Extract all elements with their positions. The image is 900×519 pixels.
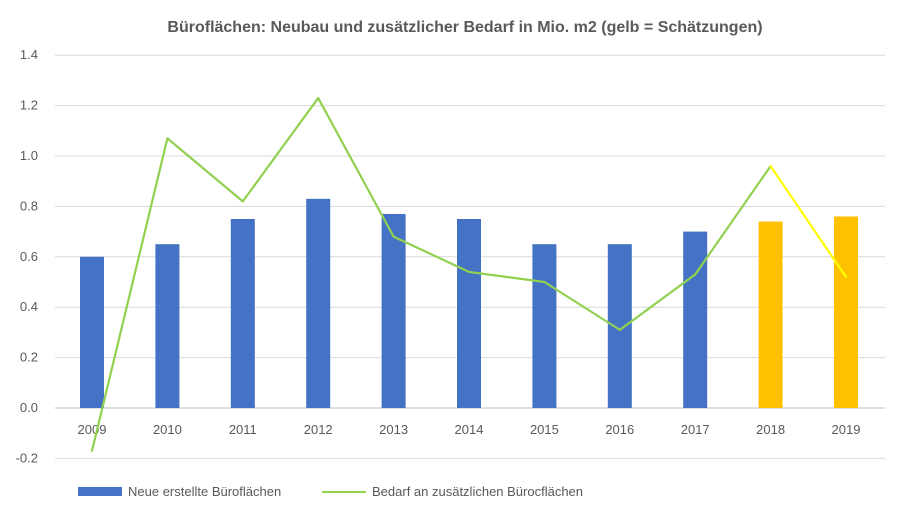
line-segment-2010: [90, 137, 169, 452]
x-tick-label: 2014: [455, 422, 484, 437]
line-segment-2016: [543, 280, 621, 331]
x-tick-label: 2018: [756, 422, 785, 437]
x-tick-label: 2009: [78, 422, 107, 437]
line-segment-2017: [618, 273, 697, 331]
bar-2018: [758, 221, 783, 408]
bar-2011: [230, 219, 255, 408]
y-tick-label: 0.4: [20, 299, 38, 314]
bar-2009: [80, 256, 104, 408]
x-tick-label: 2012: [304, 422, 333, 437]
line-segment-2018: [694, 164, 772, 276]
y-tick-label: 1.2: [20, 98, 38, 113]
bar-2015: [532, 244, 557, 408]
y-tick-label: -0.2: [16, 450, 38, 465]
legend-label-bars: Neue erstellte Büroflächen: [128, 484, 282, 499]
bar-2012: [306, 198, 331, 408]
line-segment-2019: [769, 164, 848, 279]
legend-item-line: Bedarf an zusätzlichen Bürocflächen: [322, 484, 583, 499]
legend-label-line: Bedarf an zusätzlichen Bürocflächen: [372, 484, 584, 499]
bar-2019: [834, 216, 858, 408]
line-segment-2015: [467, 270, 546, 284]
legend-item-bars: Neue erstellte Büroflächen: [78, 484, 281, 499]
chart-title: Büroflächen: Neubau und zusätzlicher Bed…: [167, 19, 763, 36]
y-tick-label: 1.4: [20, 47, 38, 62]
y-tick-label: 1.0: [20, 148, 38, 163]
x-tick-label: 2016: [605, 422, 634, 437]
bar-2013: [381, 213, 406, 408]
legend-swatch-line: [322, 490, 366, 493]
bar-2014: [457, 219, 481, 408]
bar-2017: [683, 231, 708, 408]
x-tick-label: 2010: [153, 422, 182, 437]
bar-2016: [607, 244, 632, 408]
legend-swatch-bars: [78, 487, 122, 496]
line-segment-2013: [317, 96, 395, 238]
line-segment-2012: [241, 96, 320, 203]
x-tick-label: 2013: [379, 422, 408, 437]
y-tick-label: 0.2: [20, 350, 38, 365]
line-segment-2011: [166, 137, 244, 203]
x-tick-label: 2015: [530, 422, 559, 437]
x-tick-label: 2011: [229, 422, 257, 437]
bar-2010: [155, 244, 180, 408]
y-tick-label: 0.8: [20, 198, 38, 213]
x-tick-label: 2017: [681, 422, 710, 437]
y-tick-label: 0.0: [20, 400, 38, 415]
line-segment-2014: [392, 235, 471, 274]
x-tick-label: 2019: [832, 422, 861, 437]
y-tick-label: 0.6: [20, 249, 38, 264]
